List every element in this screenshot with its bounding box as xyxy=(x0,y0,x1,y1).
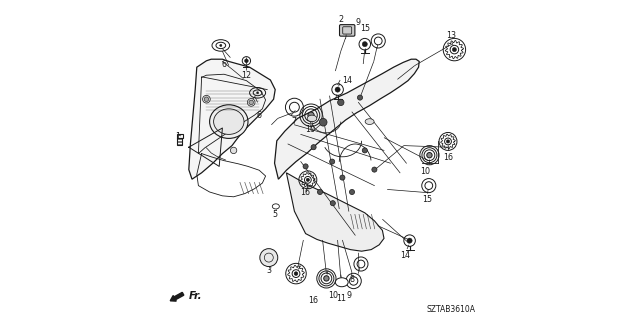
Ellipse shape xyxy=(335,278,348,287)
Circle shape xyxy=(349,189,355,195)
Circle shape xyxy=(340,175,345,180)
Text: 3: 3 xyxy=(266,266,271,275)
Circle shape xyxy=(230,147,237,154)
Text: 10: 10 xyxy=(328,292,338,300)
Circle shape xyxy=(202,95,210,103)
Text: 13: 13 xyxy=(446,31,456,40)
Circle shape xyxy=(303,164,308,169)
Circle shape xyxy=(362,42,367,47)
Text: 16: 16 xyxy=(308,296,319,305)
Circle shape xyxy=(308,112,314,118)
Circle shape xyxy=(311,145,316,150)
Ellipse shape xyxy=(307,115,317,122)
Ellipse shape xyxy=(210,105,248,139)
Circle shape xyxy=(452,48,456,52)
Text: 10: 10 xyxy=(305,125,316,134)
Ellipse shape xyxy=(214,109,244,134)
Circle shape xyxy=(306,178,310,181)
Text: 12: 12 xyxy=(241,71,252,80)
Circle shape xyxy=(244,59,248,63)
Polygon shape xyxy=(287,173,384,251)
Text: 8: 8 xyxy=(349,275,355,284)
Circle shape xyxy=(335,87,340,92)
Circle shape xyxy=(204,97,209,101)
Circle shape xyxy=(247,99,255,106)
Circle shape xyxy=(294,272,298,276)
Circle shape xyxy=(446,140,450,143)
Text: 16: 16 xyxy=(301,188,310,197)
Text: 9: 9 xyxy=(356,18,361,27)
Text: SZTAB3610A: SZTAB3610A xyxy=(426,305,475,314)
Circle shape xyxy=(324,276,329,281)
Circle shape xyxy=(372,167,377,172)
Text: 1: 1 xyxy=(175,132,180,140)
Text: 6: 6 xyxy=(221,60,227,68)
Circle shape xyxy=(357,95,362,100)
Circle shape xyxy=(260,249,278,267)
Circle shape xyxy=(407,238,412,243)
Circle shape xyxy=(249,100,253,105)
Ellipse shape xyxy=(365,119,374,124)
Circle shape xyxy=(220,44,222,46)
FancyBboxPatch shape xyxy=(339,25,355,36)
Circle shape xyxy=(330,201,335,206)
Text: 14: 14 xyxy=(400,251,410,260)
Polygon shape xyxy=(189,59,275,179)
Circle shape xyxy=(427,153,432,158)
Text: 7: 7 xyxy=(292,117,297,126)
Circle shape xyxy=(317,189,323,195)
Text: Fr.: Fr. xyxy=(189,291,202,301)
Circle shape xyxy=(338,99,344,106)
Circle shape xyxy=(257,92,259,94)
Circle shape xyxy=(362,148,367,153)
Polygon shape xyxy=(275,59,419,179)
FancyArrow shape xyxy=(170,292,184,301)
Text: 14: 14 xyxy=(342,76,352,85)
Ellipse shape xyxy=(273,204,280,209)
Text: 5: 5 xyxy=(273,210,278,219)
Text: 15: 15 xyxy=(422,195,432,204)
Circle shape xyxy=(330,159,335,164)
Text: 11: 11 xyxy=(336,294,346,303)
Circle shape xyxy=(319,118,327,126)
Text: 9: 9 xyxy=(346,292,351,300)
Text: 15: 15 xyxy=(360,24,370,33)
Text: 16: 16 xyxy=(443,153,453,162)
Text: 2: 2 xyxy=(338,15,344,24)
Text: 10: 10 xyxy=(420,167,431,176)
Text: 6: 6 xyxy=(257,111,262,120)
